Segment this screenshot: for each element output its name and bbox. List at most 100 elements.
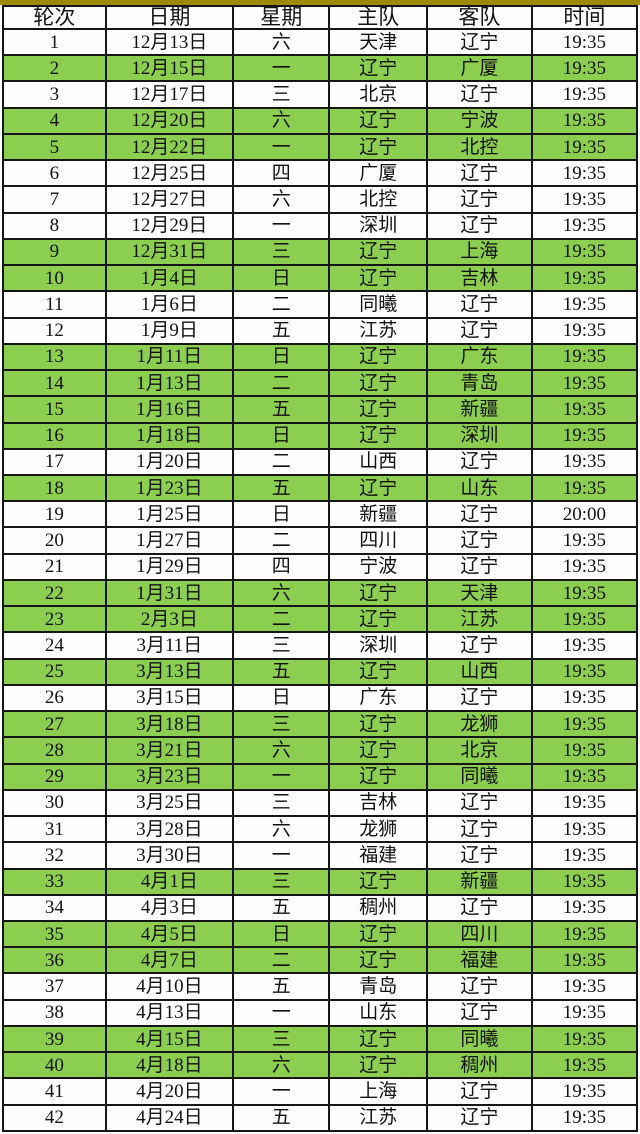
cell-round: 8 <box>2 211 107 240</box>
cell-home: 上海 <box>328 1077 429 1106</box>
cell-time: 19:35 <box>530 1051 639 1080</box>
schedule-table-head: 轮次 日期 星期 主队 客队 时间 <box>2 5 639 30</box>
table-row: 12 1月9日五江苏 辽宁 19:35 <box>2 316 639 345</box>
cell-away: 辽宁 <box>426 631 533 660</box>
cell-round: 25 <box>2 657 107 686</box>
cell-home: 深圳 <box>328 631 429 660</box>
cell-weekday: 日 <box>232 421 331 450</box>
cell-weekday: 五 <box>232 1103 331 1133</box>
cell-round: 28 <box>2 736 107 765</box>
cell-away: 辽宁 <box>426 998 533 1027</box>
cell-away: 龙狮 <box>426 710 533 739</box>
cell-away: 辽宁 <box>426 290 533 319</box>
cell-away: 青岛 <box>426 369 533 398</box>
schedule-table: 轮次 日期 星期 主队 客队 时间 1 12月13日六天津 辽宁 19:35 2 12月15日一辽宁… <box>2 5 639 1133</box>
cell-time: 19:35 <box>530 290 639 319</box>
cell-home: 稠州 <box>328 893 429 922</box>
cell-round: 40 <box>2 1051 107 1080</box>
cell-date: 4月20日 <box>104 1077 235 1106</box>
cell-away: 辽宁 <box>426 526 533 555</box>
cell-time: 19:35 <box>530 998 639 1027</box>
cell-weekday: 一 <box>232 762 331 791</box>
cell-time: 19:35 <box>530 683 639 713</box>
cell-date: 3月30日 <box>104 841 235 870</box>
cell-time: 19:35 <box>530 342 639 372</box>
cell-away: 新疆 <box>426 867 533 896</box>
cell-date: 4月5日 <box>104 919 235 949</box>
cell-round: 13 <box>2 342 107 372</box>
cell-away: 辽宁 <box>426 1077 533 1106</box>
cell-home: 辽宁 <box>328 919 429 949</box>
cell-time: 19:35 <box>530 316 639 345</box>
column-header-time: 时间 <box>530 5 639 30</box>
cell-date: 4月18日 <box>104 1051 235 1080</box>
column-header-away: 客队 <box>426 5 533 30</box>
cell-date: 4月10日 <box>104 972 235 1001</box>
cell-weekday: 日 <box>232 683 331 713</box>
table-row: 35 4月5日日辽宁 四川 19:35 <box>2 919 639 949</box>
cell-date: 3月28日 <box>104 815 235 844</box>
cell-home: 辽宁 <box>328 605 429 634</box>
cell-weekday: 一 <box>232 132 331 162</box>
cell-away: 辽宁 <box>426 788 533 818</box>
cell-time: 19:35 <box>530 54 639 83</box>
table-row: 21 1月29日四宁波 辽宁 19:35 <box>2 552 639 581</box>
cell-away: 辽宁 <box>426 893 533 922</box>
cell-time: 19:35 <box>530 185 639 214</box>
cell-date: 1月4日 <box>104 264 235 293</box>
cell-time: 19:35 <box>530 447 639 476</box>
cell-date: 1月13日 <box>104 369 235 398</box>
table-row: 23 2月3日二辽宁 江苏 19:35 <box>2 605 639 634</box>
table-row: 36 4月7日二辽宁 福建 19:35 <box>2 946 639 975</box>
cell-home: 天津 <box>328 27 429 57</box>
cell-time: 19:35 <box>530 736 639 765</box>
cell-round: 34 <box>2 893 107 922</box>
cell-round: 39 <box>2 1024 107 1054</box>
cell-time: 19:35 <box>530 631 639 660</box>
top-accent-bar <box>0 0 640 5</box>
table-row: 40 4月18日六辽宁 稠州 19:35 <box>2 1051 639 1080</box>
column-header-date: 日期 <box>104 5 235 30</box>
cell-time: 19:35 <box>530 473 639 503</box>
cell-weekday: 日 <box>232 919 331 949</box>
cell-round: 31 <box>2 815 107 844</box>
cell-home: 辽宁 <box>328 421 429 450</box>
table-row: 34 4月3日五稠州 辽宁 19:35 <box>2 893 639 922</box>
cell-date: 1月29日 <box>104 552 235 581</box>
cell-date: 12月15日 <box>104 54 235 83</box>
cell-weekday: 一 <box>232 211 331 240</box>
cell-away: 辽宁 <box>426 159 533 188</box>
cell-away: 辽宁 <box>426 552 533 581</box>
cell-date: 1月20日 <box>104 447 235 476</box>
cell-date: 12月22日 <box>104 132 235 162</box>
cell-home: 四川 <box>328 526 429 555</box>
table-row: 26 3月15日日广东 辽宁 19:35 <box>2 683 639 713</box>
cell-time: 19:35 <box>530 919 639 949</box>
cell-home: 辽宁 <box>328 710 429 739</box>
cell-home: 辽宁 <box>328 473 429 503</box>
cell-time: 19:35 <box>530 27 639 57</box>
table-row: 1 12月13日六天津 辽宁 19:35 <box>2 27 639 57</box>
table-row: 4 12月20日六辽宁 宁波 19:35 <box>2 106 639 135</box>
cell-home: 辽宁 <box>328 657 429 686</box>
cell-away: 深圳 <box>426 421 533 450</box>
cell-round: 6 <box>2 159 107 188</box>
cell-time: 19:35 <box>530 1077 639 1106</box>
cell-away: 江苏 <box>426 605 533 634</box>
cell-weekday: 四 <box>232 159 331 188</box>
cell-time: 19:35 <box>530 211 639 240</box>
cell-weekday: 六 <box>232 815 331 844</box>
cell-time: 19:35 <box>530 132 639 162</box>
cell-away: 辽宁 <box>426 972 533 1001</box>
column-header-round: 轮次 <box>2 5 107 30</box>
cell-time: 19:35 <box>530 237 639 267</box>
cell-weekday: 六 <box>232 736 331 765</box>
cell-weekday: 日 <box>232 500 331 529</box>
cell-away: 辽宁 <box>426 80 533 109</box>
cell-weekday: 三 <box>232 80 331 109</box>
cell-away: 辽宁 <box>426 27 533 57</box>
cell-away: 稠州 <box>426 1051 533 1080</box>
cell-home: 辽宁 <box>328 342 429 372</box>
cell-home: 江苏 <box>328 316 429 345</box>
